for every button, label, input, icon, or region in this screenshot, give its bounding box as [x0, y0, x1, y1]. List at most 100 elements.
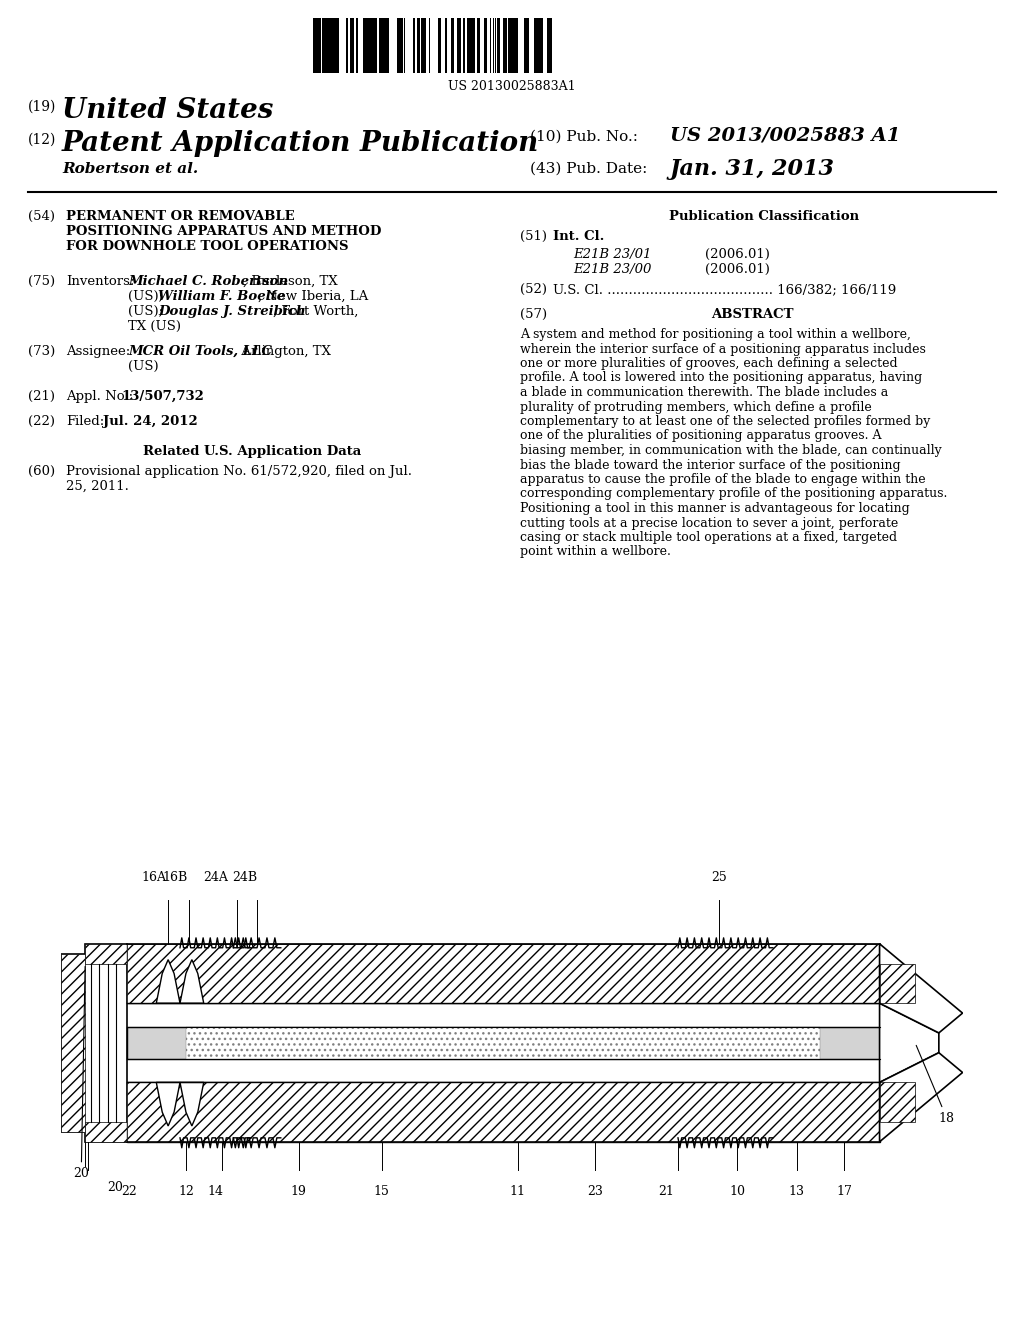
Text: bias the blade toward the interior surface of the positioning: bias the blade toward the interior surfa… [520, 458, 901, 471]
Bar [348, 18, 350, 73]
Polygon shape [880, 1003, 939, 1082]
Text: , Burleson, TX: , Burleson, TX [243, 275, 338, 288]
Text: 24A: 24A [203, 871, 228, 884]
Text: PERMANENT OR REMOVABLE: PERMANENT OR REMOVABLE [66, 210, 295, 223]
Text: (19): (19) [28, 100, 56, 114]
Text: point within a wellbore.: point within a wellbore. [520, 545, 671, 558]
Text: 22: 22 [121, 1185, 137, 1199]
Text: plurality of protruding members, which define a profile: plurality of protruding members, which d… [520, 400, 871, 413]
Bar [127, 1082, 880, 1142]
Text: US 20130025883A1: US 20130025883A1 [449, 81, 575, 92]
Bar [547, 18, 550, 73]
Bar [362, 18, 366, 73]
Bar [459, 18, 461, 73]
Bar [430, 18, 433, 73]
Text: 13/507,732: 13/507,732 [121, 389, 204, 403]
Text: apparatus to cause the profile of the blade to engage within the: apparatus to cause the profile of the bl… [520, 473, 926, 486]
Text: (2006.01): (2006.01) [705, 263, 770, 276]
Bar [481, 18, 483, 73]
Bar [352, 18, 354, 73]
Bar [511, 18, 514, 73]
Bar [374, 18, 377, 73]
Bar [327, 18, 330, 73]
Bar [531, 18, 534, 73]
Text: casing or stack multiple tool operations at a fixed, targeted: casing or stack multiple tool operations… [520, 531, 897, 544]
Bar [880, 964, 915, 1003]
Bar [325, 18, 327, 73]
Bar [541, 18, 543, 73]
Text: (54): (54) [28, 210, 55, 223]
Bar [465, 18, 467, 73]
Bar [389, 18, 392, 73]
Text: Inventors:: Inventors: [66, 275, 134, 288]
Text: 13: 13 [788, 1185, 805, 1199]
Text: Filed:: Filed: [66, 414, 104, 428]
Bar [537, 18, 540, 73]
Text: 16A: 16A [141, 871, 167, 884]
Bar [487, 18, 490, 73]
Bar [85, 1122, 127, 1142]
Bar [447, 18, 449, 73]
Text: Douglas J. Streibich: Douglas J. Streibich [158, 305, 305, 318]
Bar [330, 18, 333, 73]
Text: (US);: (US); [128, 305, 167, 318]
Polygon shape [157, 1082, 180, 1126]
Bar [356, 18, 358, 73]
Text: wherein the interior surface of a positioning apparatus includes: wherein the interior surface of a positi… [520, 342, 926, 355]
Text: profile. A tool is lowered into the positioning apparatus, having: profile. A tool is lowered into the posi… [520, 371, 923, 384]
Bar [421, 18, 423, 73]
Text: (22): (22) [28, 414, 55, 428]
Bar [426, 18, 429, 73]
Bar [469, 18, 472, 73]
Text: complementary to at least one of the selected profiles formed by: complementary to at least one of the sel… [520, 414, 931, 428]
Bar [521, 18, 524, 73]
Text: 16B: 16B [163, 871, 187, 884]
Text: Int. Cl.: Int. Cl. [553, 230, 604, 243]
Bar [333, 18, 336, 73]
Bar [463, 18, 465, 73]
Polygon shape [880, 944, 963, 1032]
Bar [85, 944, 127, 964]
Text: Positioning a tool in this manner is advantageous for locating: Positioning a tool in this manner is adv… [520, 502, 909, 515]
Text: 23: 23 [587, 1185, 603, 1199]
Bar [379, 18, 381, 73]
Text: Publication Classification: Publication Classification [670, 210, 859, 223]
Bar [472, 18, 475, 73]
Bar [369, 18, 372, 73]
Bar [475, 18, 477, 73]
Bar [497, 18, 500, 73]
Bar [346, 18, 348, 73]
Bar [366, 18, 369, 73]
Bar [423, 18, 426, 73]
Text: Assignee:: Assignee: [66, 345, 130, 358]
Bar [441, 18, 443, 73]
Text: U.S. Cl. ....................................... 166/382; 166/119: U.S. Cl. ...............................… [553, 282, 896, 296]
Text: 11: 11 [510, 1185, 526, 1199]
Text: 17: 17 [836, 1185, 852, 1199]
Text: (US): (US) [128, 360, 159, 374]
Text: corresponding complementary profile of the positioning apparatus.: corresponding complementary profile of t… [520, 487, 947, 500]
Bar [454, 18, 457, 73]
Text: ABSTRACT: ABSTRACT [712, 308, 794, 321]
Text: (52): (52) [520, 282, 547, 296]
Text: (43) Pub. Date:: (43) Pub. Date: [530, 162, 647, 176]
Text: , New Iberia, LA: , New Iberia, LA [258, 290, 369, 304]
Text: (10) Pub. No.:: (10) Pub. No.: [530, 129, 638, 144]
Bar [461, 18, 463, 73]
Text: Provisional application No. 61/572,920, filed on Jul.: Provisional application No. 61/572,920, … [66, 465, 412, 478]
Bar [127, 1082, 880, 1142]
Bar [477, 18, 480, 73]
Text: FOR DOWNHOLE TOOL OPERATIONS: FOR DOWNHOLE TOOL OPERATIONS [66, 240, 348, 253]
Text: (51): (51) [520, 230, 547, 243]
Bar [467, 18, 469, 73]
Bar [384, 18, 386, 73]
Text: (21): (21) [28, 389, 55, 403]
Text: cutting tools at a precise location to sever a joint, perforate: cutting tools at a precise location to s… [520, 516, 898, 529]
Text: a blade in communication therewith. The blade includes a: a blade in communication therewith. The … [520, 385, 888, 399]
Text: E21B 23/01: E21B 23/01 [573, 248, 651, 261]
Bar [490, 18, 493, 73]
Bar [343, 18, 345, 73]
Text: biasing member, in communication with the blade, can continually: biasing member, in communication with th… [520, 444, 942, 457]
Bar [358, 18, 360, 73]
Bar [317, 18, 319, 73]
